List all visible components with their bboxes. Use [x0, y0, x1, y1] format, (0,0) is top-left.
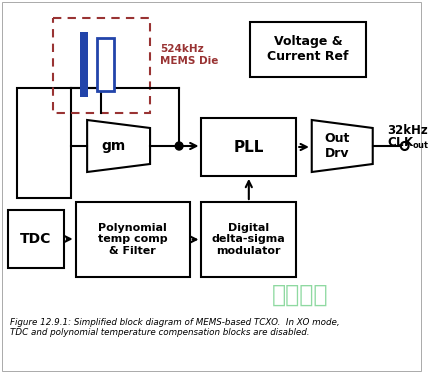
Bar — [8, 210, 64, 268]
Text: 32kHz: 32kHz — [387, 123, 428, 137]
Text: TDC: TDC — [20, 232, 52, 246]
Text: Voltage &
Current Ref: Voltage & Current Ref — [267, 35, 349, 63]
Bar — [201, 202, 296, 277]
Bar — [76, 202, 190, 277]
Text: Polynomial
temp comp
& Filter: Polynomial temp comp & Filter — [98, 223, 167, 256]
Bar — [201, 118, 296, 176]
Text: Figure 12.9.1: Simplified block diagram of MEMS-based TCXO.  In XO mode,
TDC and: Figure 12.9.1: Simplified block diagram … — [10, 318, 339, 338]
Bar — [17, 88, 71, 198]
Text: 壹兆电子: 壹兆电子 — [272, 283, 328, 307]
Circle shape — [401, 142, 409, 150]
Bar — [53, 18, 150, 113]
Text: 524kHz
MEMS Die: 524kHz MEMS Die — [160, 44, 218, 66]
Bar — [250, 22, 366, 77]
Polygon shape — [312, 120, 373, 172]
Text: CLK$_{\mathregular{out}}$: CLK$_{\mathregular{out}}$ — [387, 135, 430, 151]
Text: Digital
delta-sigma
modulator: Digital delta-sigma modulator — [212, 223, 286, 256]
Circle shape — [175, 142, 183, 150]
Bar — [80, 32, 88, 97]
Bar — [97, 38, 114, 91]
Text: gm: gm — [102, 139, 126, 153]
Text: PLL: PLL — [234, 140, 264, 154]
Polygon shape — [87, 120, 150, 172]
Text: Out
Drv: Out Drv — [325, 132, 350, 160]
